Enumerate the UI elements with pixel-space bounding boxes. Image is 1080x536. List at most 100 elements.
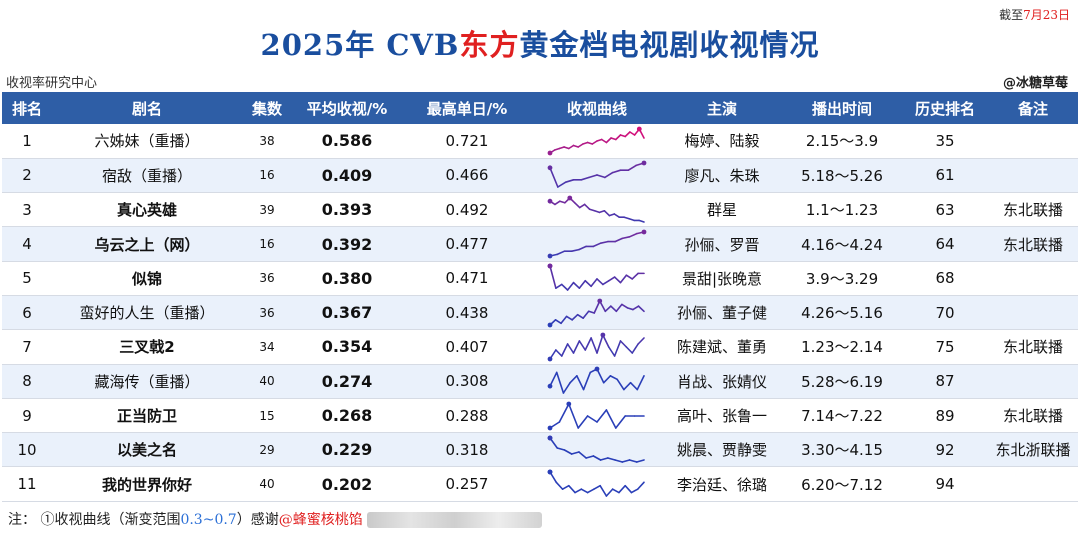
sparkline-segment <box>584 280 592 288</box>
cell-episodes: 36 <box>242 261 292 296</box>
table-row[interactable]: 7 三叉戟2 34 0.354 0.407 陈建斌、董勇 1.23～2.14 75 东北联播 <box>2 329 1078 365</box>
cell-name: 三叉戟2 <box>52 329 242 365</box>
sparkline-segment <box>555 481 564 491</box>
cell-rank: 3 <box>2 192 52 228</box>
sparkline-segment <box>592 455 602 461</box>
cell-period: 7.14～7.22 <box>782 398 902 434</box>
table-row[interactable]: 9 正当防卫 15 0.268 0.288 高叶、张鲁一 7.14～7.22 89 东北联播 <box>2 398 1078 434</box>
cell-curve <box>532 158 662 194</box>
sparkline-segment <box>560 343 569 357</box>
sparkline-segment <box>582 141 589 145</box>
cell-cast: 景甜|张晚意 <box>662 261 782 296</box>
sparkline-segment <box>560 283 569 292</box>
rating-sparkline <box>547 161 647 189</box>
sparkline-segment <box>587 310 596 314</box>
cell-name: 似锦 <box>52 261 242 296</box>
sparkline-segment <box>577 414 589 429</box>
cell-name: 以美之名 <box>52 432 242 468</box>
sparkline-segment <box>572 282 581 290</box>
rating-sparkline <box>547 469 645 497</box>
sparkline-segment <box>607 276 616 282</box>
sparkline-segment <box>635 459 645 463</box>
cell-rank: 7 <box>2 329 52 365</box>
col-avg-rating[interactable]: 平均收视/% <box>292 92 402 124</box>
rating-sparkline <box>547 298 645 328</box>
cell-history-rank: 70 <box>902 295 988 331</box>
cell-avg-rating: 0.202 <box>292 466 402 502</box>
col-period[interactable]: 播出时间 <box>782 92 902 124</box>
sparkline-segment <box>596 368 605 384</box>
cell-max-rating: 0.466 <box>402 158 532 194</box>
cell-history-rank: 89 <box>902 398 988 434</box>
table-row[interactable]: 8 藏海传（重播） 40 0.274 0.308 肖战、张婧仪 5.28～6.19 87 <box>2 364 1078 399</box>
sparkline-point <box>547 253 553 259</box>
footer-prefix: 注： <box>8 512 36 528</box>
cell-cast: 姚晨、贾静雯 <box>662 432 782 468</box>
cell-curve <box>532 226 662 262</box>
cell-avg-rating: 0.409 <box>292 158 402 194</box>
sparkline-segment <box>614 459 624 463</box>
sparkline-segment <box>557 181 567 189</box>
table-row[interactable]: 10 以美之名 29 0.229 0.318 姚晨、贾静雯 3.30～4.15 92 东北浙联播 <box>2 432 1078 468</box>
cell-name: 我的世界你好 <box>52 466 242 502</box>
table-row[interactable]: 11 我的世界你好 40 0.202 0.257 李治廷、徐璐 6.20～7.12 94 <box>2 466 1078 502</box>
table-row[interactable]: 6 蛮好的人生（重播） 36 0.367 0.438 孙俪、董子健 4.26～5.16 70 <box>2 295 1078 331</box>
sparkline-segment <box>618 485 626 494</box>
sparkline-segment <box>625 274 634 281</box>
cell-episodes: 36 <box>242 295 292 331</box>
sparkline-segment <box>578 245 587 251</box>
sparkline-segment <box>586 414 598 423</box>
cell-max-rating: 0.492 <box>402 192 532 228</box>
rating-sparkline <box>547 332 645 362</box>
sparkline-segment <box>564 179 575 184</box>
cell-note: 东北联播 <box>988 226 1078 262</box>
col-cast[interactable]: 主演 <box>662 92 782 124</box>
sparkline-point <box>641 161 647 166</box>
sparkline-segment <box>549 167 559 189</box>
cell-episodes: 16 <box>242 226 292 262</box>
cell-curve <box>532 295 662 331</box>
sparkline-segment <box>627 165 637 172</box>
sparkline-point <box>547 425 553 430</box>
cell-history-rank: 35 <box>902 124 988 159</box>
watermark-label: @冰糖草莓 <box>1002 76 1068 91</box>
sparkline-segment <box>588 174 598 179</box>
col-history-rank[interactable]: 历史排名 <box>902 92 988 124</box>
col-curve[interactable]: 收视曲线 <box>532 92 662 124</box>
cutoff-date-value: 7月23日 <box>1023 8 1070 22</box>
table-row[interactable]: 2 宿敌（重播） 16 0.409 0.466 廖凡、朱珠 5.18～5.26 61 <box>2 158 1078 194</box>
cell-max-rating: 0.407 <box>402 329 532 365</box>
sparkline-segment <box>558 146 565 150</box>
col-rank[interactable]: 排名 <box>2 92 52 124</box>
rating-sparkline <box>547 126 645 156</box>
col-note[interactable]: 备注 <box>988 92 1078 124</box>
sparkline-segment <box>629 131 636 136</box>
table-row[interactable]: 3 真心英雄 39 0.393 0.492 群星 1.1～1.23 63 东北联播 <box>2 192 1078 228</box>
sparkline-point <box>547 263 553 269</box>
sparkline-segment <box>570 451 580 455</box>
table-header-row: 排名 剧名 集数 平均收视/% 最高单日/% 收视曲线 主演 播出时间 历史排名… <box>2 92 1078 124</box>
col-episodes[interactable]: 集数 <box>242 92 292 124</box>
cell-max-rating: 0.477 <box>402 226 532 262</box>
sparkline-segment <box>607 346 616 357</box>
cell-period: 3.9～3.29 <box>782 261 902 296</box>
cell-cast: 肖战、张婧仪 <box>662 364 782 399</box>
sparkline-segment <box>593 485 601 491</box>
col-max-rating[interactable]: 最高单日/% <box>402 92 532 124</box>
cell-cast: 高叶、张鲁一 <box>662 398 782 434</box>
cell-max-rating: 0.288 <box>402 398 532 434</box>
cell-name: 六姊妹（重播） <box>52 124 242 159</box>
cell-period: 4.26～5.16 <box>782 295 902 331</box>
sparkline-segment <box>591 140 598 145</box>
sparkline-segment <box>603 209 611 217</box>
cell-note <box>988 124 1078 159</box>
table-row[interactable]: 5 似锦 36 0.380 0.471 景甜|张晚意 3.9～3.29 68 <box>2 261 1078 296</box>
table-row[interactable]: 1 六姊妹（重播） 38 0.586 0.721 梅婷、陆毅 2.15～3.9 35 <box>2 124 1078 159</box>
table-row[interactable]: 4 乌云之上（网） 16 0.392 0.477 孙俪、罗晋 4.16～4.24 64 东北联播 <box>2 226 1078 262</box>
sparkline-segment <box>555 371 565 395</box>
sparkline-segment <box>572 340 581 354</box>
cell-max-rating: 0.721 <box>402 124 532 159</box>
sparkline-segment <box>616 378 625 391</box>
col-name[interactable]: 剧名 <box>52 92 242 124</box>
sparkline-segment <box>576 375 585 391</box>
